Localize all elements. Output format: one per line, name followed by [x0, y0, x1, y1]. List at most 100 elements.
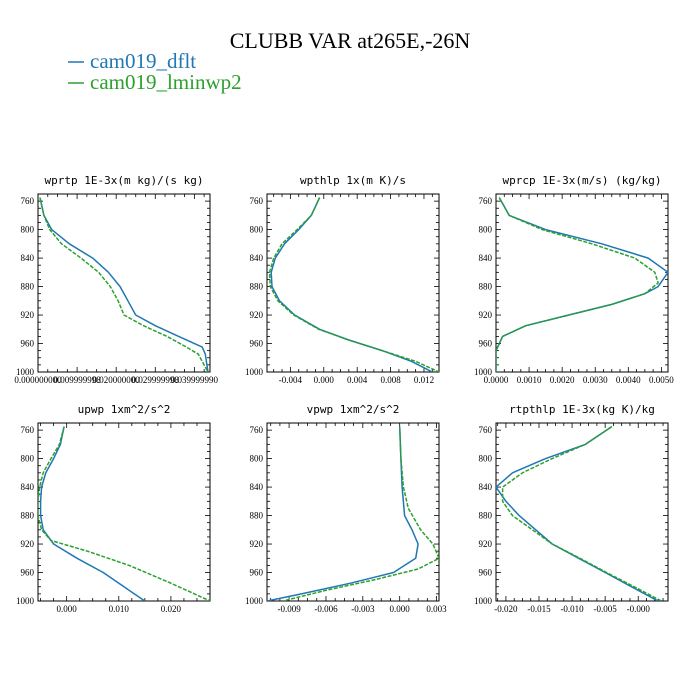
x-tick-label: 0.003	[426, 604, 447, 614]
y-tick-label: 920	[250, 310, 264, 320]
y-tick-label: 760	[250, 196, 264, 206]
x-tick-label: -0.009	[277, 604, 301, 614]
y-tick-label: 1000	[474, 596, 493, 606]
x-tick-label: -0.006	[314, 604, 338, 614]
y-tick-label: 760	[479, 196, 493, 206]
x-tick-label: 0.000000000	[14, 375, 62, 385]
x-tick-label: 0.0050	[649, 375, 674, 385]
panel-title: wpthlp 1x(m K)/s	[300, 174, 406, 187]
y-tick-label: 960	[21, 339, 35, 349]
series-line-cam019_lminwp2	[501, 425, 662, 601]
x-tick-label: 0.020000000	[93, 375, 141, 385]
y-tick-label: 1000	[16, 367, 35, 377]
panel-5: rtpthlp 1E-3x(kg K)/kg 760 800 840 880 920 960…	[474, 403, 669, 614]
y-tick-label: 920	[250, 539, 264, 549]
y-tick-label: 920	[21, 310, 35, 320]
y-tick-label: 1000	[16, 596, 35, 606]
y-tick-label: 880	[21, 282, 35, 292]
y-tick-label: 1000	[245, 596, 264, 606]
y-tick-label: 960	[250, 339, 264, 349]
y-tick-label: 960	[479, 568, 493, 578]
plot-frame	[266, 193, 440, 373]
y-tick-label: 760	[21, 425, 35, 435]
legend-label: cam019_dflt	[90, 49, 196, 73]
y-tick-label: 840	[250, 253, 264, 263]
figure-title: CLUBB VAR at265E,-26N	[230, 28, 471, 53]
x-tick-label: 0.000	[57, 604, 78, 614]
y-tick-label: 800	[250, 225, 264, 235]
plot-frame	[266, 422, 440, 602]
panel-title: upwp 1xm^2/s^2	[78, 403, 171, 416]
plot-frame	[37, 193, 211, 373]
x-tick-label: 0.000	[390, 604, 411, 614]
y-tick-label: 800	[479, 454, 493, 464]
y-tick-label: 880	[21, 511, 35, 521]
x-tick-label: 0.0020	[550, 375, 575, 385]
series-line-cam019_dflt	[39, 426, 146, 601]
x-tick-label: 0.012	[414, 375, 434, 385]
y-tick-label: 920	[479, 310, 493, 320]
panel-2: wprcp 1E-3x(m/s) (kg/kg) 760 800 840 880 920 9…	[474, 174, 674, 385]
series-line-cam019_lminwp2	[38, 426, 210, 601]
x-tick-label: -0.020	[494, 604, 518, 614]
y-tick-label: 920	[21, 539, 35, 549]
y-tick-label: 880	[250, 282, 264, 292]
x-tick-label: 0.000	[314, 375, 335, 385]
series-line-cam019_dflt	[270, 197, 433, 372]
panels: wprtp 1E-3x(m kg)/(s kg) 760 800 840 880 920 9…	[14, 174, 674, 614]
x-tick-label: 0.004	[347, 375, 368, 385]
series-line-cam019_lminwp2	[39, 197, 209, 372]
y-tick-label: 760	[250, 425, 264, 435]
x-tick-label: -0.015	[527, 604, 551, 614]
x-tick-label: -0.004	[279, 375, 303, 385]
plot-frame	[495, 193, 669, 373]
panel-3: upwp 1xm^2/s^2 760 800 840 880 920 960 1000 0.00…	[16, 403, 211, 614]
y-tick-label: 840	[250, 482, 264, 492]
x-tick-label: 0.020	[161, 604, 182, 614]
y-tick-label: 880	[479, 282, 493, 292]
x-tick-label: -0.003	[351, 604, 375, 614]
series-line-cam019_lminwp2	[282, 426, 439, 601]
y-tick-label: 800	[21, 225, 35, 235]
y-tick-label: 800	[21, 454, 35, 464]
plot-frame	[495, 422, 669, 602]
series-line-cam019_lminwp2	[268, 197, 439, 372]
x-tick-label: 0.0030	[583, 375, 608, 385]
panel-4: vpwp 1xm^2/s^2 760 800 840 880 920 960 1000 -0.0…	[245, 403, 447, 614]
x-tick-label: 0.008	[380, 375, 401, 385]
panel-title: rtpthlp 1E-3x(kg K)/kg	[509, 403, 655, 416]
y-tick-label: 1000	[474, 367, 493, 377]
y-tick-label: 960	[21, 568, 35, 578]
y-tick-label: 840	[21, 253, 35, 263]
legend-label: cam019_lminwp2	[90, 70, 242, 94]
y-tick-label: 880	[250, 511, 264, 521]
y-tick-label: 960	[250, 568, 264, 578]
y-tick-label: 800	[479, 225, 493, 235]
panel-title: vpwp 1xm^2/s^2	[307, 403, 400, 416]
series-line-cam019_dflt	[496, 197, 668, 372]
x-tick-label: -0.005	[594, 604, 618, 614]
y-tick-label: 1000	[245, 367, 264, 377]
x-tick-label: -0.010	[560, 604, 584, 614]
x-tick-label: 0.009999998	[53, 375, 101, 385]
y-tick-label: 920	[479, 539, 493, 549]
series-line-cam019_dflt	[39, 197, 209, 372]
series-line-cam019_dflt	[267, 426, 419, 601]
y-tick-label: 840	[479, 253, 493, 263]
x-tick-label: -0.000	[627, 604, 651, 614]
x-tick-label: 0.0000	[484, 375, 509, 385]
x-tick-label: 0.0040	[616, 375, 641, 385]
panel-title: wprcp 1E-3x(m/s) (kg/kg)	[503, 174, 662, 187]
x-tick-label: 0.010	[109, 604, 130, 614]
panel-title: wprtp 1E-3x(m kg)/(s kg)	[45, 174, 204, 187]
y-tick-label: 800	[250, 454, 264, 464]
plot-frame	[37, 422, 211, 602]
x-tick-label: 0.039999990	[171, 375, 219, 385]
y-tick-label: 840	[21, 482, 35, 492]
y-tick-label: 880	[479, 511, 493, 521]
x-tick-label: 0.0010	[517, 375, 542, 385]
y-tick-label: 840	[479, 482, 493, 492]
